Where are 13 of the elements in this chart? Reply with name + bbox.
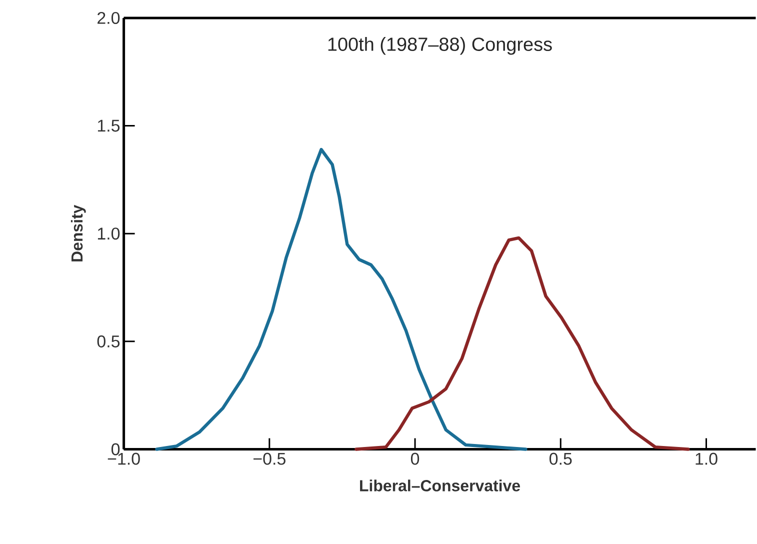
x-tick-label: 1.0 [696, 452, 718, 465]
x-tick-label: −0.5 [253, 452, 286, 465]
y-axis-title: Density [70, 204, 86, 262]
line-series [155, 148, 528, 451]
x-tick-label: 0.5 [550, 452, 572, 465]
text: 100th (1987–88) Congress [328, 37, 552, 55]
y-tick-label: 0.5 [97, 335, 120, 348]
x-tick-label: 0 [410, 452, 420, 465]
x-axis-title: Liberal–Conservative [360, 480, 520, 492]
y-tick-label: 1.5 [98, 120, 120, 132]
line-series [354, 236, 690, 451]
y-tick-label: 2.0 [98, 12, 120, 24]
y-tick-label: 1.0 [98, 228, 120, 240]
